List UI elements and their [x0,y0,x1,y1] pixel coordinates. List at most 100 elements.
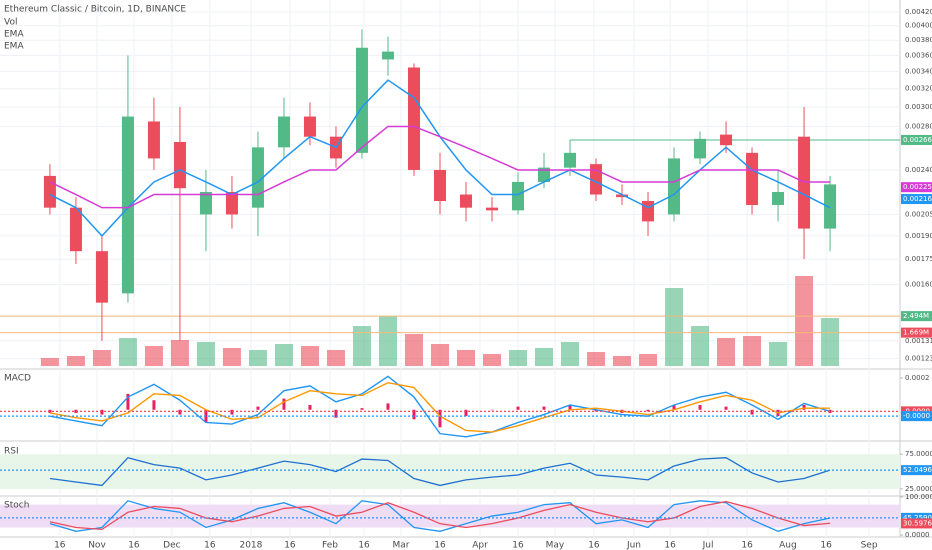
macd-histogram-bar [308,405,312,410]
y-tick-label: 0.001230 [905,355,932,363]
x-tick-label: Feb [322,541,338,550]
volume-bar [639,354,658,366]
volume-bar [769,342,788,366]
legend-volume: Vol [4,18,17,28]
volume-bar [352,326,371,366]
volume-bar [430,344,449,366]
macd-histogram-bar [438,409,442,428]
candle-body [616,194,629,198]
x-tick-label: Jul [702,541,714,550]
volume-bar [613,356,632,366]
indicator-band [0,504,900,528]
x-tick-label: Dec [163,541,180,550]
macd-histogram-bar [100,409,104,415]
y-tick-label: 0.0000 [905,531,930,539]
macd-histogram-bar [724,406,728,410]
x-tick-label: 2018 [239,541,262,550]
x-tick-label: 16 [358,541,370,550]
candle-body [668,158,681,215]
volume-tag-label: 2.494M [903,312,929,320]
indicator-tag [901,411,932,422]
volume-bar [665,288,684,366]
macd-line [49,375,831,438]
x-tick-label: May [546,541,565,550]
volume-bar [222,348,241,366]
volume-bar [795,276,814,366]
x-tick-label: 16 [820,541,832,550]
volume-bar [482,354,501,366]
macd-histogram-bar [178,409,182,415]
volume-bar [196,342,215,366]
x-tick-label: 16 [284,541,296,550]
y-tick-label: 0.0002 [905,374,930,382]
macd-histogram-bar [282,398,286,410]
labels: 16 Nov 16 Dec 16 2018 16 Feb 16 Mar 16 Apr 16 May 16 Ju… [4,5,932,550]
volume-bar [170,340,189,366]
candle-body [720,134,733,146]
macd-histogram-bar [646,409,650,412]
x-tick-label: 16 [588,541,600,550]
candle-body [173,141,186,189]
macd-histogram-bar [412,409,416,420]
indicator-tag-label: -0.0000 [903,412,930,420]
candle-body [121,116,134,294]
legend-ema: EMA [4,42,24,52]
volume-bar [378,316,397,366]
marks [0,29,900,532]
macd-histogram-bar [334,409,338,418]
macd-histogram-bar [74,409,78,413]
volume-tag [901,327,932,338]
candle-body [355,47,368,153]
macd-histogram-bar [360,408,364,410]
volume-bar [743,336,762,366]
volume-bar [92,350,111,366]
volume-bar [300,346,319,366]
x-tick-label: Aug [779,541,797,550]
candle-body [381,51,394,60]
x-tick-label: Apr [472,541,488,550]
indicator-line [49,500,831,531]
volume-bar [535,348,554,366]
macd-histogram-bar [464,409,468,417]
macd-histogram-bar [230,409,234,415]
macd-histogram-bar [386,403,390,410]
x-tick-label: Jun [626,541,641,550]
candle-body [485,207,498,211]
price-tag [901,182,932,193]
candle-body [512,181,525,211]
x-tick-label: 16 [434,541,446,550]
volume-bar [456,350,475,366]
x-tick-label: 16 [54,541,66,550]
candle-body [824,184,837,229]
volume-bar [326,350,345,366]
macd-histogram-bar [672,405,676,410]
volume-bar [144,346,163,366]
candle-body [538,167,551,182]
macd-histogram-bar [516,406,520,410]
macd-histogram-bar [568,405,572,410]
candle-body [95,251,108,303]
price-tag [901,134,932,145]
indicator-tag-label: 45.2590 [903,514,932,522]
candle-body [277,116,290,148]
price-tag [901,194,932,205]
macd-histogram-bar [256,406,260,410]
candle-body [694,138,707,159]
candle-body [433,169,446,202]
macd-histogram-bar [594,409,598,412]
pane-title: Stoch [4,501,29,511]
indicator-tag-label: 30.5976 [903,519,932,527]
volume-bar [561,342,580,366]
volume-bar [66,356,85,366]
pane-title: RSI [4,447,19,457]
